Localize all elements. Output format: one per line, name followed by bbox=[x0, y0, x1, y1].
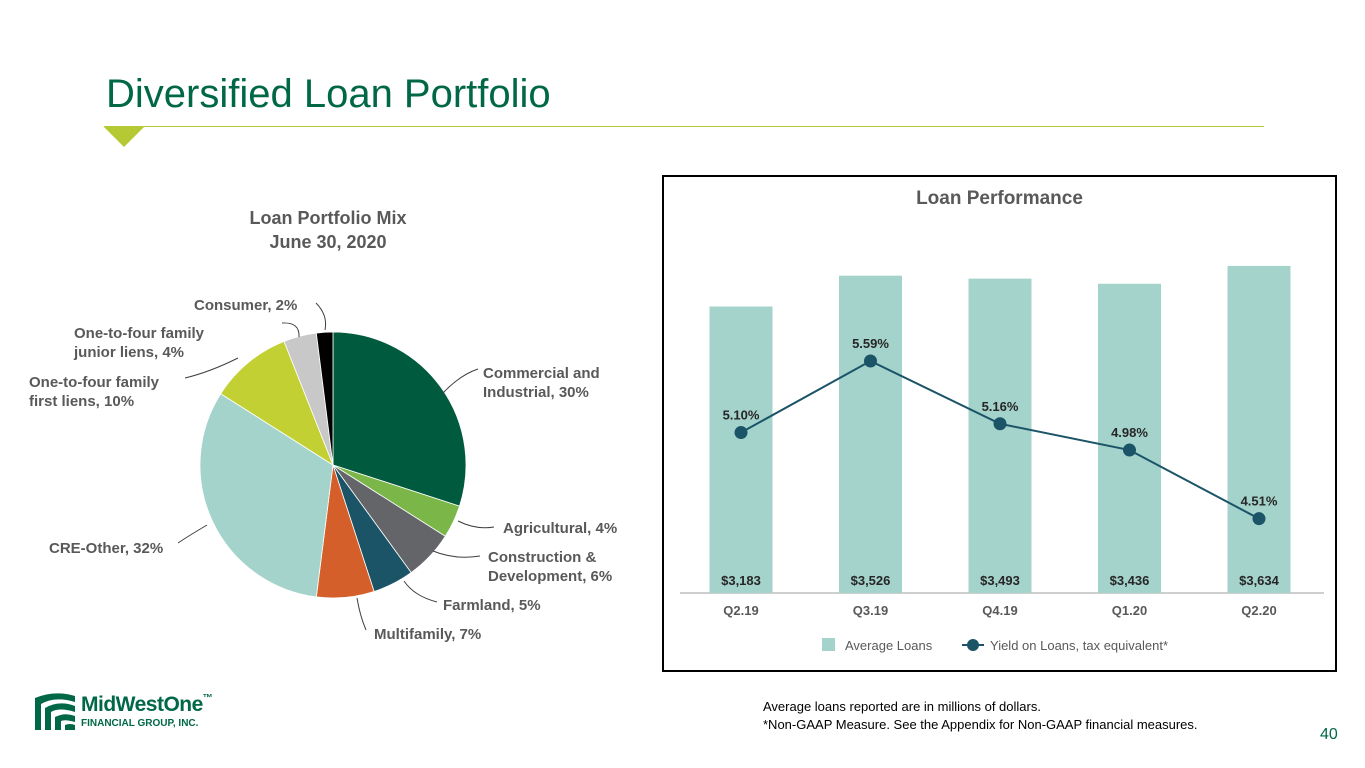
pie-leader-line-construction bbox=[432, 550, 481, 558]
pie-slice-commercial bbox=[332, 331, 467, 507]
pie-label-first-liens: One-to-four family first liens, 10% bbox=[29, 373, 159, 411]
pie-label-commercial: Commercial and Industrial, 30% bbox=[483, 364, 600, 402]
bar-chart-title: Loan Performance bbox=[916, 188, 1083, 209]
pie-chart-title: Loan Portfolio Mix bbox=[249, 208, 407, 228]
pie-leader-line-multifamily bbox=[356, 597, 367, 631]
pie-slice-first-liens bbox=[220, 340, 334, 466]
bar-Q4.19 bbox=[968, 278, 1032, 593]
pie-label-agricultural: Agricultural, 4% bbox=[503, 520, 618, 537]
pie-slice-consumer bbox=[315, 331, 334, 466]
pie-leader-line-commercial bbox=[442, 368, 479, 394]
yield-point-Q1.20 bbox=[1123, 443, 1136, 457]
pie-label-junior-liens: One-to-four family junior liens, 4% bbox=[74, 324, 204, 362]
pie-label-commercial-line1: Commercial and bbox=[483, 365, 600, 382]
page-title: Diversified Loan Portfolio bbox=[106, 72, 551, 116]
legend-swatch-average-loans bbox=[822, 638, 835, 651]
yield-label-Q3.19: 5.59% bbox=[852, 336, 889, 351]
pie-leader-line-junior-liens bbox=[281, 322, 300, 338]
pie-label-first-liens-line2: first liens, 10% bbox=[29, 393, 135, 410]
pie-label-construction: Construction & Development, 6% bbox=[488, 548, 612, 586]
pie-chart-subtitle: June 30, 2020 bbox=[269, 232, 387, 252]
footnote-1: Average loans reported are in millions o… bbox=[763, 699, 1041, 714]
title-triangle-marker bbox=[104, 127, 144, 147]
yield-point-Q3.19 bbox=[864, 354, 877, 368]
bar-Q1.20 bbox=[1098, 283, 1161, 593]
pie-label-commercial-line2: Industrial, 30% bbox=[483, 384, 589, 401]
pie-leader-line-first-liens bbox=[184, 357, 239, 379]
x-tick-label-Q4.19: Q4.19 bbox=[982, 603, 1017, 618]
bar-Q3.19 bbox=[839, 275, 902, 593]
pie-label-multifamily: Multifamily, 7% bbox=[374, 626, 482, 643]
pie-label-junior-liens-line2: junior liens, 4% bbox=[74, 344, 185, 361]
pie-label-junior-liens-line1: One-to-four family bbox=[74, 325, 204, 342]
pie-label-cre-other: CRE-Other, 32% bbox=[49, 540, 164, 557]
yield-point-Q2.19 bbox=[734, 426, 748, 440]
bar-value-label-Q2.19: $3,183 bbox=[721, 573, 761, 588]
pie-chart-title-block: Loan Portfolio Mix June 30, 2020 bbox=[200, 206, 456, 254]
pie-chart bbox=[177, 302, 495, 631]
bar-Q2.19 bbox=[709, 306, 773, 593]
yield-label-Q2.19: 5.10% bbox=[723, 408, 760, 423]
pie-label-farmland: Farmland, 5% bbox=[443, 597, 541, 614]
pie-leader-line-cre-other bbox=[177, 524, 208, 544]
pie-label-construction-line2: Development, 6% bbox=[488, 568, 613, 585]
pie-label-consumer: Consumer, 2% bbox=[194, 297, 298, 314]
x-tick-label-Q1.20: Q1.20 bbox=[1112, 603, 1147, 618]
footnotes: Average loans reported are in millions o… bbox=[763, 698, 1198, 734]
yield-label-Q4.19: 5.16% bbox=[982, 399, 1019, 414]
loan-performance-chart: $3,183 Q2.19 $3,526 Q3.19 $3,493 Q4.19 $3,436 Q… bbox=[680, 265, 1324, 653]
midwestone-logo-icon bbox=[35, 693, 75, 730]
logo-subtitle: FINANCIAL GROUP, INC. bbox=[81, 718, 199, 729]
bar-value-label-Q3.19: $3,526 bbox=[851, 573, 891, 588]
pie-leader-line-consumer bbox=[315, 302, 327, 331]
pie-label-first-liens-line1: One-to-four family bbox=[29, 374, 159, 391]
page-number: 40 bbox=[1320, 726, 1338, 743]
yield-point-Q4.19 bbox=[993, 417, 1007, 431]
title-rule bbox=[104, 126, 1264, 127]
legend-marker-yield bbox=[967, 639, 979, 651]
yield-point-Q2.20 bbox=[1252, 512, 1266, 526]
loan-performance-panel bbox=[662, 175, 1337, 672]
bar-value-label-Q4.19: $3,493 bbox=[980, 573, 1020, 588]
logo-name: MidWestOne bbox=[81, 693, 203, 716]
chart-legend: Average Loans Yield on Loans, tax equival… bbox=[822, 638, 1168, 653]
footnote-2: *Non-GAAP Measure. See the Appendix for … bbox=[763, 717, 1198, 732]
pie-leader-line-agricultural bbox=[457, 520, 495, 529]
x-tick-label-Q2.19: Q2.19 bbox=[723, 603, 758, 618]
legend-label-yield: Yield on Loans, tax equivalent* bbox=[990, 638, 1168, 653]
logo-wordmark: MidWestOne™ bbox=[81, 693, 213, 717]
legend-label-average-loans: Average Loans bbox=[845, 638, 933, 653]
x-tick-label-Q3.19: Q3.19 bbox=[853, 603, 888, 618]
pie-leader-line-farmland bbox=[403, 580, 438, 603]
x-tick-label-Q2.20: Q2.20 bbox=[1241, 603, 1276, 618]
logo-trademark: ™ bbox=[202, 693, 213, 704]
pie-slice-cre-other bbox=[199, 393, 334, 598]
bar-value-label-Q2.20: $3,634 bbox=[1239, 573, 1280, 588]
yield-label-Q2.20: 4.51% bbox=[1241, 494, 1278, 509]
pie-label-construction-line1: Construction & bbox=[488, 549, 597, 566]
yield-label-Q1.20: 4.98% bbox=[1111, 425, 1148, 440]
bar-value-label-Q1.20: $3,436 bbox=[1110, 573, 1150, 588]
bar-Q2.20 bbox=[1227, 265, 1291, 593]
